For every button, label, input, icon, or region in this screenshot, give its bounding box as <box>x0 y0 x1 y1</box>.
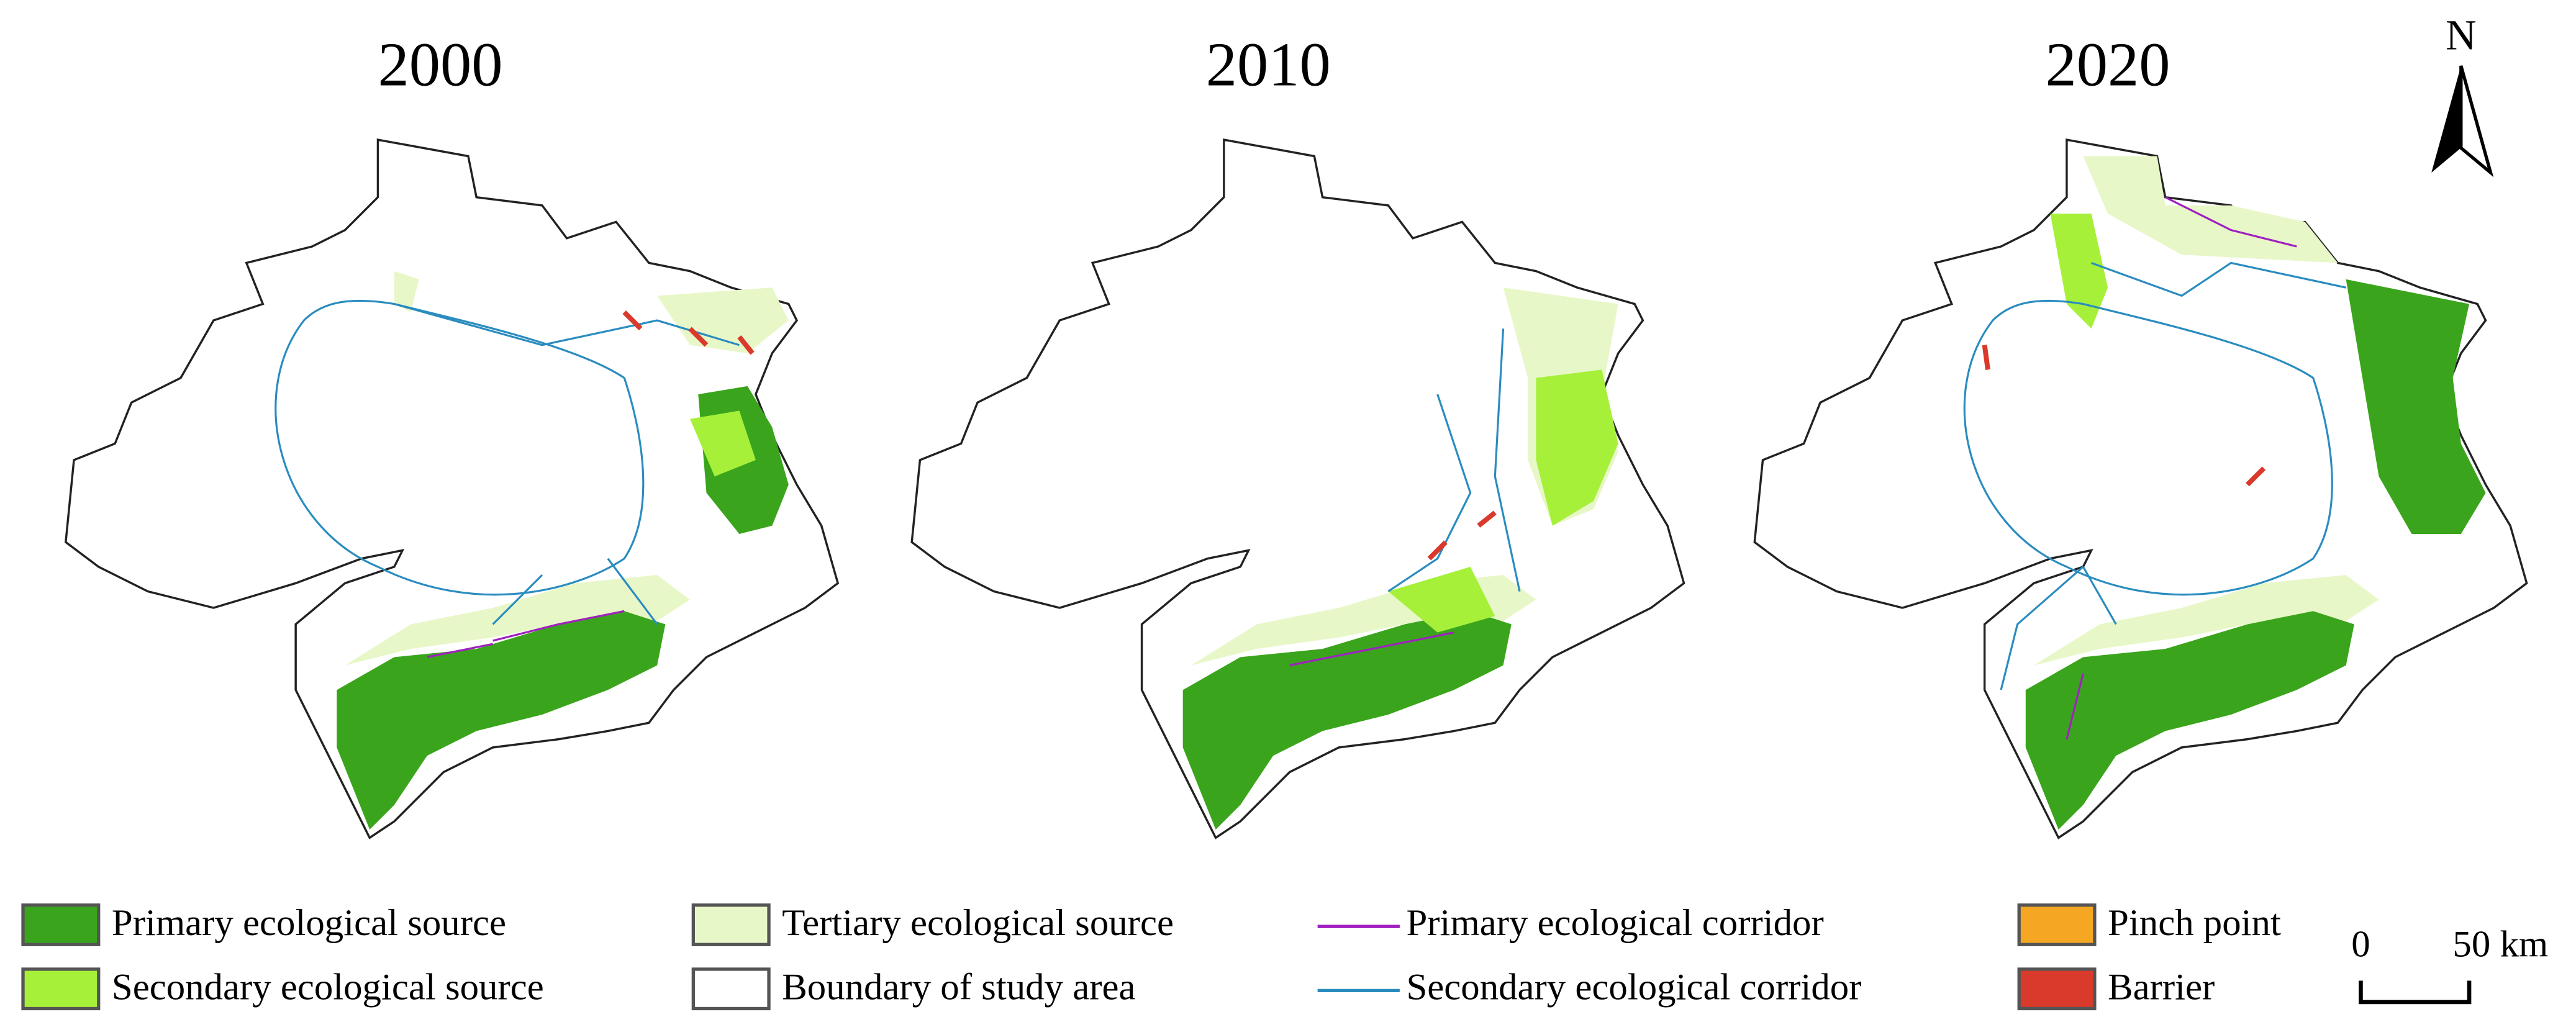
legend-label: Pinch point <box>2108 902 2281 944</box>
panel-title: 2020 <box>2046 30 2170 99</box>
panel-title: 2010 <box>1206 30 1331 99</box>
legend-label: Secondary ecological source <box>112 966 544 1008</box>
legend-label: Barrier <box>2108 966 2215 1008</box>
legend: Primary ecological source Secondary ecol… <box>21 902 2281 1011</box>
north-label: N <box>2446 12 2477 59</box>
legend-label: Primary ecological corridor <box>1406 902 1823 944</box>
scale-label: 50 km <box>2452 924 2548 965</box>
legend-label: Boundary of study area <box>782 966 1135 1008</box>
legend-label: Primary ecological source <box>112 902 506 944</box>
legend-label: Tertiary ecological source <box>782 902 1174 944</box>
legend-label: Secondary ecological corridor <box>1406 966 1861 1008</box>
map-panel-2000 <box>65 138 839 839</box>
scale-label: 0 <box>2351 924 2370 965</box>
panel-title: 2000 <box>378 30 502 99</box>
map-panel-2020 <box>1753 138 2528 839</box>
scale-bar: 0 50 km <box>2351 924 2548 1005</box>
north-arrow: N <box>2431 12 2494 178</box>
map-panel-2010 <box>910 138 1685 839</box>
